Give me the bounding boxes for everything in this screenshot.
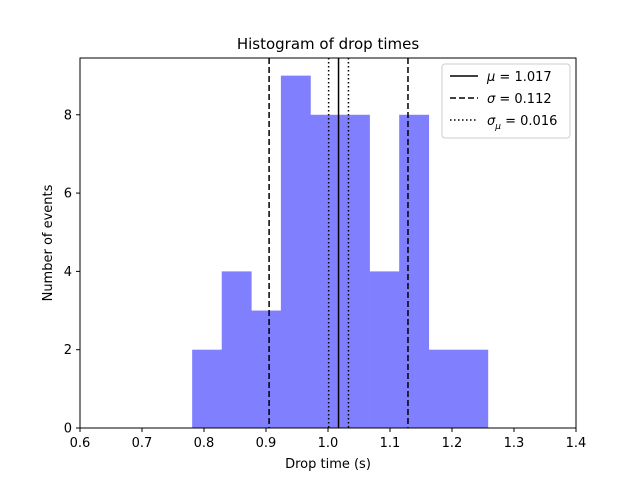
x-tick-label: 1.1	[380, 436, 401, 451]
legend-label: μ = 1.017	[486, 70, 552, 85]
x-axis-label: Drop time (s)	[285, 457, 371, 472]
histogram-bar	[221, 271, 252, 428]
x-tick-label: 0.8	[194, 436, 215, 451]
y-axis-ticks: 0 2 4 6 8	[64, 108, 80, 437]
y-tick-label: 8	[64, 108, 72, 123]
x-tick-label: 1.3	[504, 436, 525, 451]
histogram-bars	[192, 75, 489, 428]
reference-lines	[268, 58, 409, 428]
histogram-bar	[399, 114, 430, 428]
histogram-bar	[192, 349, 223, 428]
legend: μ = 1.017 σ = 0.112 σμ = 0.016	[441, 63, 571, 139]
histogram-bar	[280, 75, 311, 428]
histogram-bar	[369, 271, 400, 428]
histogram-bar	[251, 310, 282, 428]
y-tick-label: 6	[64, 187, 72, 202]
x-axis-ticks: 0.6 0.7 0.8 0.9 1.0 1.1 1.2 1.3 1.4	[70, 428, 587, 451]
legend-label: σμ = 0.016	[487, 114, 557, 132]
histogram-bar	[458, 349, 489, 428]
x-tick-label: 1.0	[318, 436, 339, 451]
histogram-bar	[428, 349, 459, 428]
x-tick-label: 0.6	[70, 436, 91, 451]
y-tick-label: 4	[64, 265, 72, 280]
x-tick-label: 1.2	[442, 436, 463, 451]
legend-label: σ = 0.112	[487, 92, 552, 107]
y-tick-label: 0	[64, 422, 72, 437]
histogram-bar	[310, 114, 341, 428]
y-axis-label: Number of events	[41, 184, 56, 301]
x-tick-label: 1.4	[566, 436, 587, 451]
chart-title: Histogram of drop times	[237, 35, 420, 53]
y-tick-label: 2	[64, 343, 72, 358]
x-tick-label: 0.7	[132, 436, 153, 451]
histogram-bar	[340, 114, 370, 428]
x-tick-label: 0.9	[256, 436, 277, 451]
